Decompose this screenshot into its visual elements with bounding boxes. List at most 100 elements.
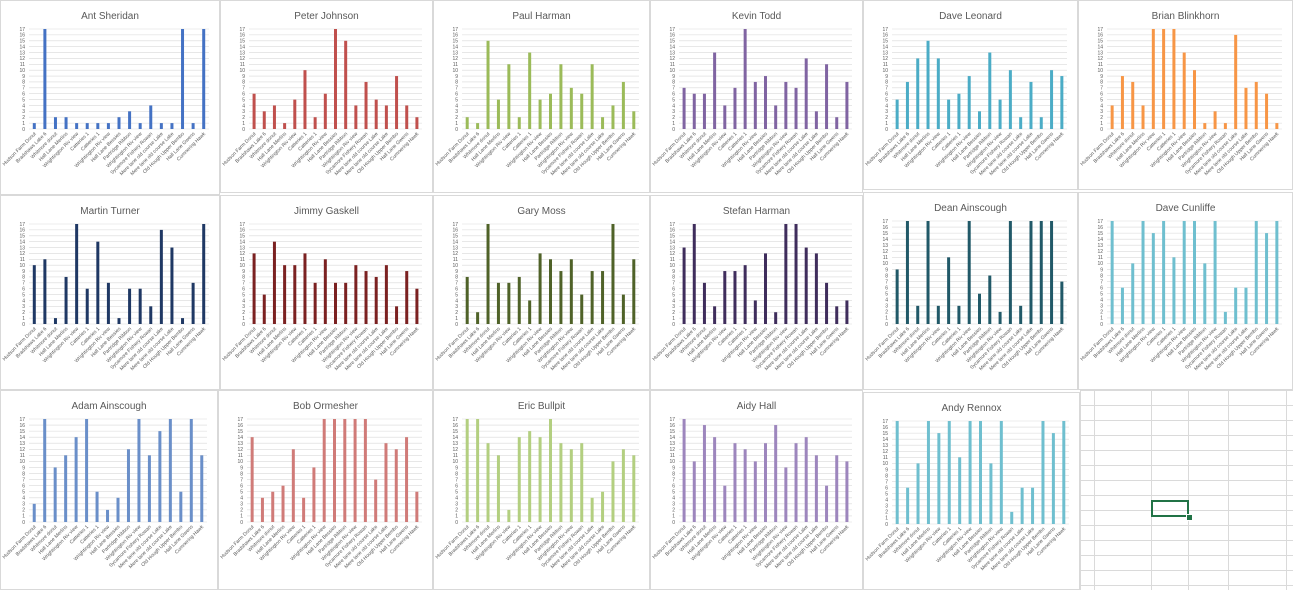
bar <box>517 117 521 129</box>
bar <box>1162 29 1166 129</box>
bar <box>158 431 162 522</box>
bar <box>549 259 552 324</box>
bar <box>465 419 469 522</box>
bar <box>250 437 254 522</box>
bar <box>702 282 706 324</box>
y-tick-label: 6 <box>242 92 245 98</box>
y-tick-label: 11 <box>453 62 458 68</box>
y-tick-label: 14 <box>669 44 675 50</box>
y-tick-label: 12 <box>1097 249 1103 255</box>
bar <box>1062 421 1066 524</box>
bar <box>621 294 625 324</box>
bar <box>293 99 297 129</box>
bar <box>293 265 297 324</box>
y-tick-label: 15 <box>239 234 245 240</box>
y-tick-label: 7 <box>672 281 675 287</box>
chart-panel[interactable]: Kevin Todd 0 1 2 3 4 5 6 7 8 9 10 11 12 13 14 15 16 17 Huds… <box>650 0 863 193</box>
y-tick-label: 17 <box>452 417 458 423</box>
bar-chart: Stefan Harman01234567891011121314151617H… <box>651 206 852 372</box>
y-tick-label: 1 <box>885 316 888 322</box>
column-divider <box>1286 390 1287 590</box>
bar <box>281 485 285 522</box>
y-tick-label: 2 <box>242 310 245 316</box>
y-tick-label: 6 <box>1100 92 1103 98</box>
y-tick-label: 10 <box>669 459 675 465</box>
y-tick-label: 8 <box>1100 80 1103 86</box>
y-tick-label: 9 <box>455 465 458 471</box>
bar <box>138 123 142 129</box>
y-tick-label: 16 <box>239 228 245 234</box>
y-tick-label: 13 <box>1097 50 1103 56</box>
bar <box>117 318 121 324</box>
bar <box>804 437 808 522</box>
y-tick-label: 1 <box>455 316 458 322</box>
y-tick-label: 12 <box>452 251 458 257</box>
bar <box>486 224 490 324</box>
chart-panel[interactable]: Bob Ormesher 0 1 2 3 4 5 6 7 8 9 10 11 12 13 14 15 16 17 Hu… <box>218 390 433 590</box>
bar <box>905 81 909 129</box>
bar-chart: Dean Ainscough01234567891011121314151617… <box>864 203 1067 372</box>
bar <box>845 81 849 129</box>
chart-panel[interactable]: Martin Turner 0 1 2 3 4 5 6 7 8 9 10 11 12 13 14 15 16 17 H… <box>0 195 220 390</box>
y-tick-label: 13 <box>669 50 675 56</box>
bar <box>958 457 962 524</box>
y-tick-label: 3 <box>455 502 458 508</box>
y-tick-label: 7 <box>22 281 25 287</box>
bar <box>895 421 899 524</box>
fill-handle[interactable] <box>1186 514 1193 521</box>
y-tick-label: 6 <box>672 287 675 293</box>
bar <box>1223 123 1227 129</box>
y-tick-label: 14 <box>669 435 675 441</box>
y-tick-label: 14 <box>19 44 25 50</box>
bar <box>486 40 490 129</box>
chart-panel[interactable]: Dave Cunliffe 0 1 2 3 4 5 6 7 8 9 10 11 12 13 14 15 16 17 H… <box>1078 192 1293 390</box>
y-tick-label: 4 <box>22 103 25 109</box>
chart-title: Martin Turner <box>80 206 140 217</box>
y-tick-label: 6 <box>22 92 25 98</box>
bar <box>313 282 317 324</box>
chart-panel[interactable]: Stefan Harman 0 1 2 3 4 5 6 7 8 9 10 11 12 13 14 15 16 17 H… <box>650 195 863 390</box>
bar-chart: Jimmy Gaskell01234567891011121314151617H… <box>221 206 422 372</box>
chart-panel[interactable]: Dean Ainscough 0 1 2 3 4 5 6 7 8 9 10 11 12 13 14 15 16 17… <box>863 192 1078 390</box>
chart-panel[interactable]: Peter Johnson 0 1 2 3 4 5 6 7 8 9 10 11 12 13 14 15 16 17 H… <box>220 0 433 193</box>
chart-panel[interactable]: Gary Moss 0 1 2 3 4 5 6 7 8 9 10 11 12 13 14 15 16 17 Hudso… <box>433 195 650 390</box>
bar <box>507 64 511 129</box>
y-tick-label: 16 <box>19 228 25 234</box>
bar <box>794 224 798 324</box>
chart-panel[interactable]: Jimmy Gaskell 0 1 2 3 4 5 6 7 8 9 10 11 12 13 14 15 16 17 H… <box>220 195 433 390</box>
y-tick-label: 3 <box>455 109 458 115</box>
y-tick-label: 11 <box>1098 62 1103 68</box>
chart-panel[interactable]: Brian Blinkhorn 0 1 2 3 4 5 6 7 8 9 10 11 12 13 14 15 16 1… <box>1078 0 1293 190</box>
y-tick-label: 6 <box>455 92 458 98</box>
bar <box>1031 487 1035 524</box>
bar <box>967 76 971 129</box>
y-tick-label: 1 <box>22 316 25 322</box>
bar <box>692 224 696 324</box>
chart-panel[interactable]: Paul Harman 0 1 2 3 4 5 6 7 8 9 10 11 12 13 14 15 16 17 Hud… <box>433 0 650 193</box>
y-tick-label: 12 <box>882 56 888 62</box>
bar <box>611 224 615 324</box>
bar <box>1254 81 1258 129</box>
y-tick-label: 3 <box>672 304 675 310</box>
chart-panel[interactable]: Andy Rennox 0 1 2 3 4 5 6 7 8 9 10 11 12 13 14 15 16 17 Hud… <box>863 392 1080 590</box>
chart-panel[interactable]: Adam Ainscough 0 1 2 3 4 5 6 7 8 9 10 11 12 13 14 15 16 17… <box>0 390 218 590</box>
bar <box>988 275 992 324</box>
chart-panel[interactable]: Aidy Hall 0 1 2 3 4 5 6 7 8 9 10 11 12 13 14 15 16 17 Hudso… <box>650 390 863 590</box>
bar <box>126 449 130 522</box>
bar <box>191 123 195 129</box>
chart-panel[interactable]: Eric Bullpit 0 1 2 3 4 5 6 7 8 9 10 11 12 13 14 15 16 17 Hu… <box>433 390 650 590</box>
y-tick-label: 1 <box>455 121 458 127</box>
y-tick-label: 1 <box>240 514 243 520</box>
spreadsheet-grid[interactable] <box>1080 390 1293 590</box>
bar <box>814 253 818 324</box>
bar <box>682 87 686 129</box>
y-tick-label: 3 <box>885 304 888 310</box>
chart-title: Adam Ainscough <box>71 401 146 412</box>
selected-cell[interactable] <box>1151 500 1189 517</box>
y-tick-label: 5 <box>455 490 458 496</box>
bar <box>784 224 788 324</box>
bar <box>549 419 552 522</box>
y-tick-label: 14 <box>452 435 458 441</box>
chart-panel[interactable]: Ant Sheridan 0 1 2 3 4 5 6 7 8 9 10 11 12 13 14 15 16 17 Hu… <box>0 0 220 195</box>
chart-panel[interactable]: Dave Leonard 0 1 2 3 4 5 6 7 8 9 10 11 12 13 14 15 16 17 Hu… <box>863 0 1078 190</box>
